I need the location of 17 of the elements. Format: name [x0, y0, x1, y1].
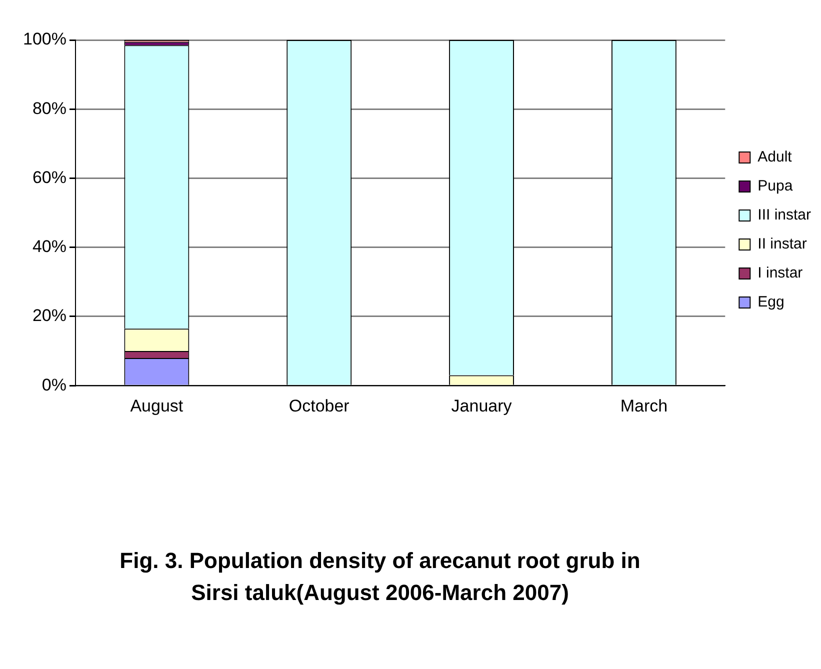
legend-label: Egg [758, 294, 784, 311]
legend-label: Pupa [758, 178, 794, 195]
x-tick-label: March [620, 396, 668, 416]
y-tick-label: 100% [22, 30, 66, 49]
y-tick-label: 60% [32, 168, 66, 187]
legend-label: Adult [758, 148, 793, 166]
y-tick-label: 80% [32, 98, 66, 118]
legend-label: II instar [758, 236, 807, 253]
y-tick-label: 40% [32, 237, 66, 256]
legend-label: III instar [758, 206, 812, 224]
y-tick-label: 0% [42, 375, 66, 394]
x-tick-label: August [130, 396, 184, 416]
y-tick-label: 20% [32, 306, 66, 326]
legend-label: I instar [758, 264, 803, 282]
x-tick-label: October [288, 396, 350, 416]
text: Fig. 3. Population density of arecanut root grub in Sirsi taluk(August 2006-March 2007) [118, 547, 642, 607]
x-tick-label: January [451, 396, 512, 416]
